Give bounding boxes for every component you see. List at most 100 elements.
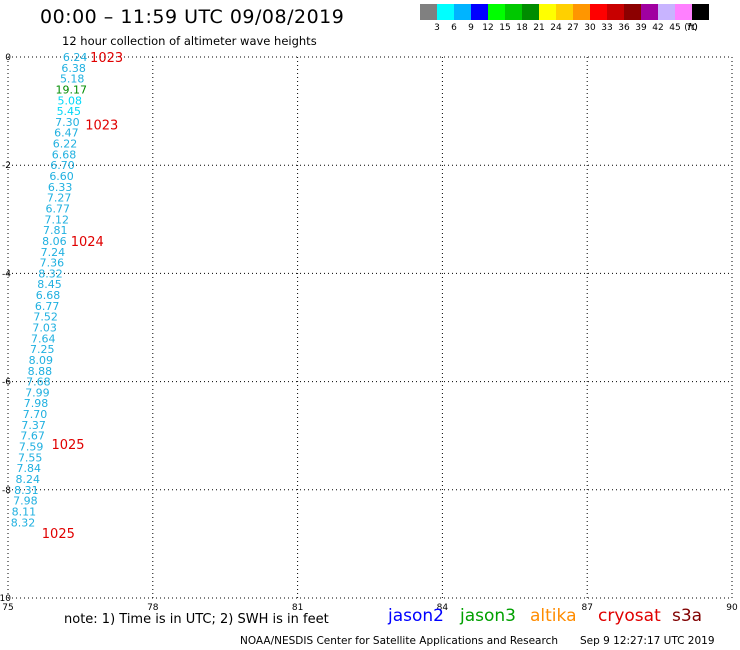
satellite-label-cryosat: cryosat <box>598 606 661 626</box>
wave-height-value: 7.70 <box>23 408 48 421</box>
wave-height-value: 8.09 <box>29 354 54 367</box>
x-tick-label: 81 <box>292 603 303 613</box>
wave-height-value: 7.52 <box>33 311 58 324</box>
wave-height-value: 7.03 <box>32 322 57 335</box>
wave-height-value: 7.30 <box>55 116 80 129</box>
color-scale-label: 24 <box>550 23 562 33</box>
y-tick-label: -2 <box>2 161 11 171</box>
pressure-label: 1025 <box>42 527 75 542</box>
color-scale-label: 70 <box>686 23 698 33</box>
wave-height-value: 8.88 <box>28 365 53 378</box>
pressure-label: 1023 <box>85 119 118 134</box>
footer-timestamp: Sep 9 12:27:17 UTC 2019 <box>580 635 715 647</box>
color-swatch <box>675 4 692 20</box>
wave-height-value: 8.11 <box>12 505 37 518</box>
wave-height-value: 5.18 <box>60 73 85 86</box>
wave-height-value: 7.68 <box>26 376 51 389</box>
x-tick-label: 78 <box>147 603 159 613</box>
satellite-label-s3a: s3a <box>672 606 703 626</box>
color-swatch <box>437 4 454 20</box>
wave-height-value: 6.38 <box>61 62 86 75</box>
color-scale-label: 18 <box>516 23 528 33</box>
color-scale-label: 3 <box>434 23 440 33</box>
wave-height-value: 8.32 <box>11 516 36 529</box>
wave-height-value: 7.99 <box>25 386 50 399</box>
wave-height-value: 7.55 <box>18 451 43 464</box>
pressure-label: 1025 <box>51 438 84 453</box>
color-scale-label: 12 <box>482 23 494 33</box>
x-tick-label: 84 <box>437 603 449 613</box>
wave-height-value: 7.37 <box>21 419 46 432</box>
wave-height-value: 6.68 <box>36 289 61 302</box>
color-swatch <box>539 4 556 20</box>
wave-height-value: 7.24 <box>41 246 66 259</box>
satellite-label-jason2: jason2 <box>388 606 444 626</box>
color-swatch <box>607 4 624 20</box>
color-scale-label: 15 <box>499 23 511 33</box>
wave-height-value: 19.17 <box>55 83 87 96</box>
wave-height-value: 7.59 <box>19 441 44 454</box>
x-tick-label: 75 <box>2 603 13 613</box>
y-tick-label: -4 <box>2 269 11 279</box>
pressure-label: 1024 <box>71 235 104 250</box>
color-scale-unit: (ft) <box>684 23 698 33</box>
wave-height-value: 6.33 <box>48 181 73 194</box>
wave-height-value: 6.24 <box>63 51 88 64</box>
color-swatch <box>454 4 471 20</box>
wave-height-value: 6.70 <box>50 159 75 172</box>
color-scale-label: 27 <box>567 23 579 33</box>
wave-height-value: 8.31 <box>14 484 39 497</box>
wave-height-value: 6.77 <box>35 300 60 313</box>
footer-source: NOAA/NESDIS Center for Satellite Applica… <box>240 635 558 647</box>
wave-height-value: 7.84 <box>17 462 42 475</box>
color-scale-label: 9 <box>468 23 474 33</box>
wave-height-value: 7.67 <box>20 430 45 443</box>
wave-height-value: 6.68 <box>52 148 77 161</box>
wave-height-value: 5.45 <box>57 105 82 118</box>
wave-height-value: 8.45 <box>37 278 62 291</box>
wave-height-value: 7.64 <box>31 332 56 345</box>
color-swatch <box>522 4 539 20</box>
color-scale-label: 42 <box>652 23 664 33</box>
color-scale-label: 33 <box>601 23 613 33</box>
wave-height-value: 7.27 <box>47 192 72 205</box>
wave-height-value: 5.08 <box>58 94 83 107</box>
wave-height-value: 8.06 <box>42 235 67 248</box>
wave-height-value: 7.25 <box>30 343 55 356</box>
color-scale-label: 39 <box>635 23 647 33</box>
y-tick-label: -6 <box>2 378 11 388</box>
color-swatch <box>658 4 675 20</box>
satellite-label-altika: altika <box>530 606 577 626</box>
wave-height-value: 8.32 <box>38 267 63 280</box>
y-tick-label: 0 <box>5 53 11 63</box>
wave-height-value: 7.81 <box>43 224 68 237</box>
color-swatch <box>556 4 573 20</box>
x-tick-label: 87 <box>581 603 592 613</box>
page-subtitle: 12 hour collection of altimeter wave hei… <box>62 34 317 48</box>
wave-height-value: 7.12 <box>44 213 69 226</box>
color-swatch <box>420 4 437 20</box>
wave-height-value: 7.98 <box>24 397 49 410</box>
wave-height-value: 7.98 <box>13 495 38 508</box>
color-swatch <box>573 4 590 20</box>
wave-height-value: 6.22 <box>53 138 78 151</box>
satellite-label-jason3: jason3 <box>460 606 516 626</box>
color-swatch <box>692 4 709 20</box>
wave-height-value: 7.36 <box>40 257 65 270</box>
color-swatch <box>471 4 488 20</box>
pressure-label: 1023 <box>90 51 123 66</box>
color-swatch <box>590 4 607 20</box>
y-tick-label: -10 <box>0 594 11 604</box>
wave-height-value: 6.77 <box>45 202 70 215</box>
color-scale-label: 45 <box>669 23 681 33</box>
wave-height-value: 8.24 <box>16 473 41 486</box>
y-tick-label: -8 <box>2 486 11 496</box>
color-scale-label: 30 <box>584 23 596 33</box>
wave-height-value: 6.60 <box>49 170 74 183</box>
color-scale-label: 6 <box>451 23 457 33</box>
color-swatch <box>488 4 505 20</box>
page-title: 00:00 – 11:59 UTC 09/08/2019 <box>40 6 345 28</box>
footer-note: note: 1) Time is in UTC; 2) SWH is in fe… <box>64 612 329 627</box>
color-swatch <box>641 4 658 20</box>
